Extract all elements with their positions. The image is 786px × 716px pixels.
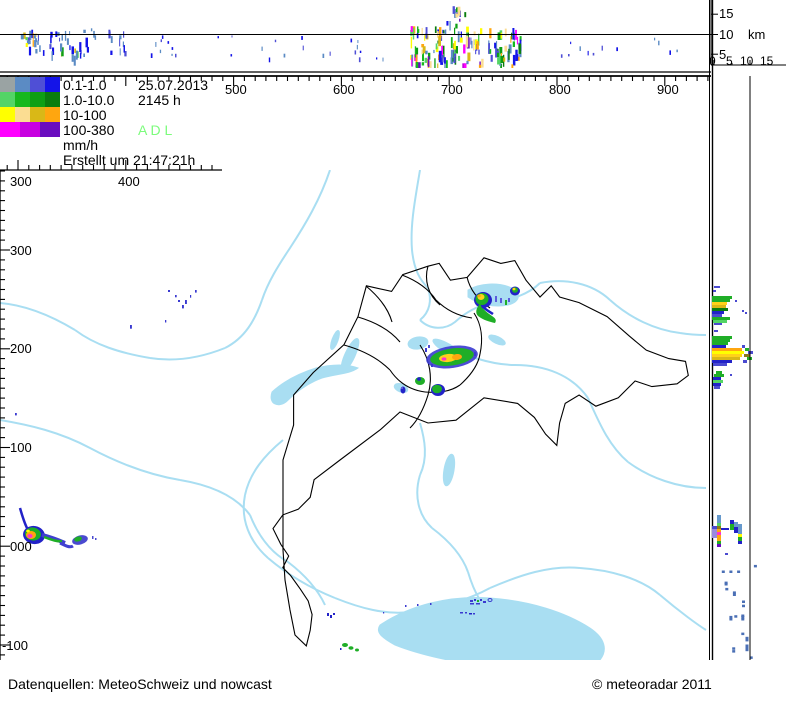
svg-text:10-100: 10-100 <box>63 107 107 123</box>
svg-text:A D L: A D L <box>138 122 172 138</box>
svg-text:5: 5 <box>726 54 733 68</box>
svg-text:0.1-1.0: 0.1-1.0 <box>63 77 107 93</box>
svg-text:900: 900 <box>657 82 679 97</box>
svg-text:200: 200 <box>10 341 32 356</box>
svg-text:100-380: 100-380 <box>63 122 115 138</box>
svg-text:km: km <box>748 27 765 42</box>
svg-text:mm/h: mm/h <box>63 137 98 153</box>
svg-text:-100: -100 <box>2 638 28 653</box>
svg-text:© meteoradar 2011: © meteoradar 2011 <box>592 676 712 692</box>
svg-text:25.07.2013: 25.07.2013 <box>138 77 208 93</box>
svg-text:300: 300 <box>10 174 32 189</box>
svg-text:10: 10 <box>740 54 754 68</box>
svg-text:2145 h: 2145 h <box>138 92 181 108</box>
svg-text:700: 700 <box>441 82 463 97</box>
svg-text:800: 800 <box>549 82 571 97</box>
svg-text:300: 300 <box>10 243 32 258</box>
svg-text:15: 15 <box>719 6 733 21</box>
svg-text:500: 500 <box>225 82 247 97</box>
svg-text:15: 15 <box>760 54 774 68</box>
svg-text:600: 600 <box>333 82 355 97</box>
svg-text:100: 100 <box>10 440 32 455</box>
svg-text:000: 000 <box>10 539 32 554</box>
svg-text:400: 400 <box>118 174 140 189</box>
svg-text:10: 10 <box>719 27 733 42</box>
svg-text:1.0-10.0: 1.0-10.0 <box>63 92 115 108</box>
svg-text:Datenquellen: MeteoSchweiz und: Datenquellen: MeteoSchweiz und nowcast <box>8 676 272 692</box>
